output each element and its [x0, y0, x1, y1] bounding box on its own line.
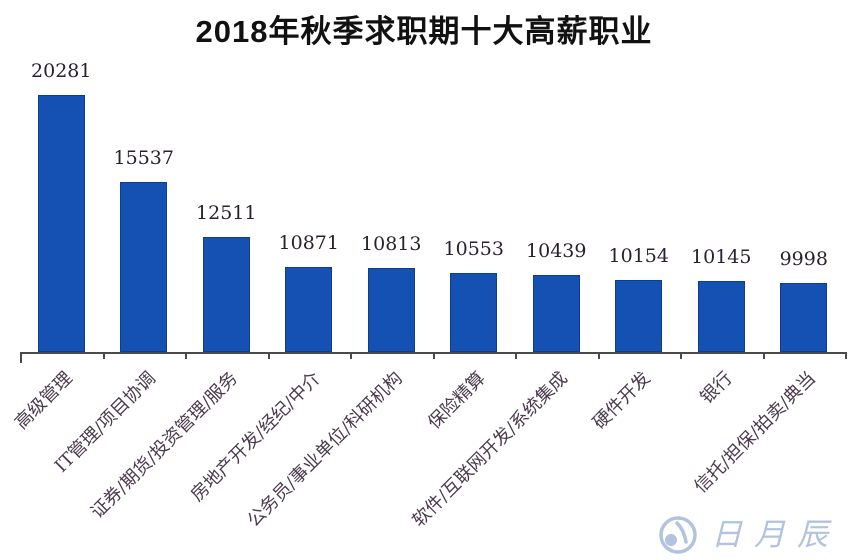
bar	[532, 275, 580, 352]
bar-value-label: 10871	[278, 232, 339, 254]
bar-value-label: 20281	[31, 60, 92, 82]
x-axis-tick	[350, 352, 352, 359]
bar-value-label: 9998	[779, 248, 828, 270]
bar	[202, 237, 250, 352]
category-label: 银行	[696, 367, 737, 409]
category-label: 公务员/事业单位/科研机构	[243, 367, 407, 532]
x-axis-tick	[515, 352, 517, 359]
watermark: 日月辰	[657, 514, 840, 556]
x-axis-tick	[20, 352, 22, 363]
category-label: 高级管理	[11, 367, 77, 434]
watermark-text: 日月辰	[711, 516, 840, 553]
bar-value-label: 10813	[361, 233, 422, 255]
x-axis-tick	[267, 352, 270, 359]
category-label: 证券/期货/投资管理/服务	[86, 367, 242, 523]
bar	[285, 267, 333, 352]
watermark-logo-icon	[659, 516, 697, 554]
category-label: 硬件开发	[588, 367, 655, 434]
x-axis-tick	[185, 352, 187, 359]
bar-value-label: 10553	[443, 238, 504, 260]
x-axis-tick	[432, 352, 435, 359]
bar	[615, 280, 663, 352]
bar-value-label: 15537	[113, 147, 174, 169]
bar	[367, 268, 415, 352]
bar	[120, 182, 168, 352]
category-label: 保险精算	[423, 367, 490, 434]
bar-value-label: 10145	[691, 246, 752, 268]
bar-value-label: 12511	[196, 202, 257, 224]
bar	[697, 281, 745, 352]
chart-title: 2018年秋季求职期十大高薪职业	[195, 14, 653, 49]
x-axis-tick	[762, 352, 765, 359]
x-axis-tick	[845, 352, 847, 359]
bar	[37, 95, 85, 352]
x-axis-tick	[680, 352, 682, 359]
bar-value-label: 10154	[608, 245, 669, 267]
x-axis-tick	[597, 352, 600, 359]
category-label: 软件/互联网开发/系统集成	[408, 367, 572, 532]
x-axis-tick	[102, 352, 105, 359]
bar	[780, 283, 828, 352]
bar	[450, 273, 498, 352]
bar-value-label: 10439	[526, 240, 587, 262]
